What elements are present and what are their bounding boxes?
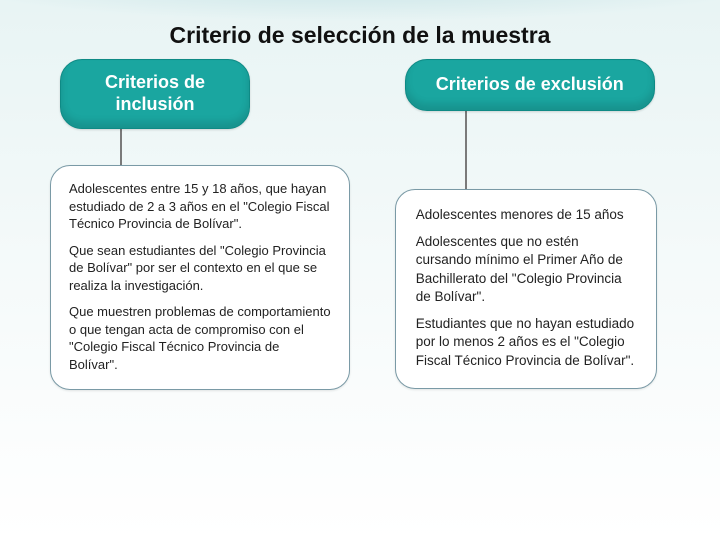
inclusion-item: Que sean estudiantes del "Colegio Provin… xyxy=(69,242,331,295)
inclusion-header: Criterios de inclusión xyxy=(60,59,250,129)
exclusion-content-box: Adolescentes menores de 15 años Adolesce… xyxy=(395,189,657,389)
inclusion-content-box: Adolescentes entre 15 y 18 años, que hay… xyxy=(50,165,350,390)
inclusion-item: Adolescentes entre 15 y 18 años, que hay… xyxy=(69,180,331,233)
exclusion-item: Estudiantes que no hayan estudiado por l… xyxy=(416,315,638,370)
exclusion-item: Adolescentes que no estén cursando mínim… xyxy=(416,233,638,306)
inclusion-column: Criterios de inclusión Adolescentes entr… xyxy=(50,59,355,390)
columns-container: Criterios de inclusión Adolescentes entr… xyxy=(0,59,720,390)
exclusion-column: Criterios de exclusión Adolescentes meno… xyxy=(395,59,670,390)
inclusion-item: Que muestren problemas de comportamiento… xyxy=(69,303,331,373)
page-title: Criterio de selección de la muestra xyxy=(0,0,720,59)
exclusion-item: Adolescentes menores de 15 años xyxy=(416,206,638,224)
exclusion-header: Criterios de exclusión xyxy=(405,59,655,111)
